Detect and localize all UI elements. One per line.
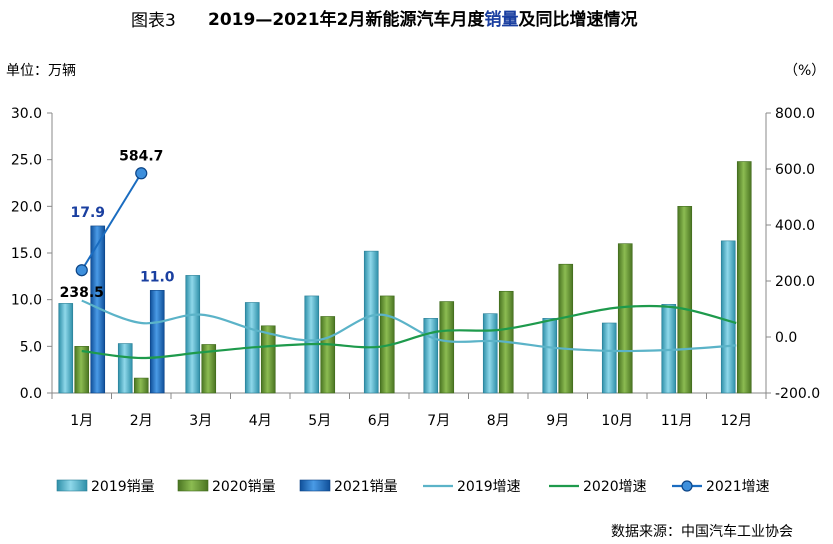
bars bbox=[58, 161, 752, 394]
legend-label-2019销量: 2019销量 bbox=[91, 479, 155, 495]
right-axis-tick-label: 0.0 bbox=[775, 330, 797, 346]
data-label-2021-growth-feb: 584.7 bbox=[119, 148, 163, 164]
x-axis-tick-label: 6月 bbox=[368, 413, 391, 429]
bar-2020销量-4月 bbox=[260, 325, 276, 394]
right-axis-tick-label: 200.0 bbox=[775, 274, 815, 290]
chart-title-part-a: 2019—2021年2月新能源汽车月度 bbox=[208, 10, 485, 30]
legend-label-2021销量: 2021销量 bbox=[334, 479, 398, 495]
x-axis-tick-label: 8月 bbox=[487, 413, 510, 429]
x-axis-tick-label: 9月 bbox=[546, 413, 569, 429]
axes: 0.0 5.0 10.0 15.0 20.0 25.0 30.0 -200.0 0.0 200.0… bbox=[11, 106, 820, 429]
line-2019增速 bbox=[81, 299, 737, 353]
legend-marker-2021增速 bbox=[681, 480, 693, 492]
legend-label-2020增速: 2020增速 bbox=[583, 479, 647, 495]
line-2020增速 bbox=[81, 304, 737, 360]
bar-2020销量-7月 bbox=[439, 301, 455, 394]
chart-title-part-b: 及同比增速情况 bbox=[518, 10, 638, 30]
data-label-2021-sales-feb: 11.0 bbox=[140, 269, 175, 285]
chart-title-highlight: 销量 bbox=[484, 10, 519, 30]
legend-swatch-2019销量 bbox=[56, 479, 88, 492]
bar-2020销量-5月 bbox=[320, 316, 336, 394]
bar-2021销量-2月 bbox=[149, 290, 165, 394]
chart-title: 2019—2021年2月新能源汽车月度销量及同比增速情况 bbox=[208, 5, 637, 30]
x-axis-tick-label: 12月 bbox=[720, 413, 752, 429]
left-axis-tick-label: 10.0 bbox=[11, 293, 42, 309]
data-label-2021-sales-jan: 17.9 bbox=[70, 205, 105, 221]
line-2021增速 bbox=[80, 172, 143, 271]
bar-2019销量-2月 bbox=[117, 343, 133, 394]
chart-figure-number: 图表3 bbox=[131, 11, 176, 31]
right-axis-tick-label: 600.0 bbox=[775, 162, 815, 178]
left-axis-tick-label: 15.0 bbox=[11, 246, 42, 262]
bar-2020销量-10月 bbox=[617, 243, 633, 394]
bar-2019销量-6月 bbox=[363, 250, 379, 394]
growth-lines bbox=[75, 167, 737, 360]
legend-label-2020销量: 2020销量 bbox=[212, 479, 276, 495]
right-axis-tick-label: -200.0 bbox=[775, 386, 820, 402]
x-axis-tick-label: 7月 bbox=[427, 413, 450, 429]
source-note: 数据来源：中国汽车工业协会 bbox=[611, 524, 793, 540]
legend-label-2019增速: 2019增速 bbox=[457, 479, 521, 495]
left-axis-unit: 单位：万辆 bbox=[6, 63, 76, 79]
legend-swatch-2020销量 bbox=[177, 479, 209, 492]
legend-label-2021增速: 2021增速 bbox=[706, 479, 770, 495]
legend: 2019销量 2020销量 2021销量 2019增速 2020增速 2021增速 bbox=[56, 479, 770, 495]
bar-2019销量-10月 bbox=[601, 322, 617, 394]
x-axis-tick-label: 11月 bbox=[661, 413, 693, 429]
x-axis-tick-label: 1月 bbox=[70, 413, 93, 429]
x-axis-tick-label: 5月 bbox=[308, 413, 331, 429]
point-2021增速-2月 bbox=[135, 167, 148, 180]
bar-2019销量-9月 bbox=[542, 318, 558, 394]
right-axis-tick-label: 400.0 bbox=[775, 218, 815, 234]
bar-2019销量-3月 bbox=[185, 275, 201, 394]
data-labels: 17.9 11.0 238.5 584.7 bbox=[60, 148, 175, 301]
x-axis-tick-label: 4月 bbox=[249, 413, 272, 429]
bar-2020销量-1月 bbox=[74, 346, 90, 394]
bar-2019销量-12月 bbox=[720, 240, 736, 394]
bar-2019销量-7月 bbox=[423, 318, 439, 394]
data-label-2021-growth-jan: 238.5 bbox=[60, 285, 104, 301]
bar-2020销量-12月 bbox=[736, 161, 752, 394]
left-axis-tick-label: 5.0 bbox=[20, 339, 42, 355]
x-axis-tick-label: 10月 bbox=[601, 413, 633, 429]
left-axis-tick-label: 20.0 bbox=[11, 199, 42, 215]
bar-2021销量-1月 bbox=[90, 225, 106, 394]
left-axis-tick-label: 0.0 bbox=[20, 386, 42, 402]
bar-2019销量-1月 bbox=[58, 303, 74, 394]
bar-2020销量-2月 bbox=[133, 377, 149, 394]
right-axis-tick-label: 800.0 bbox=[775, 106, 815, 122]
bar-2020销量-9月 bbox=[558, 263, 574, 394]
bar-2020销量-11月 bbox=[677, 206, 693, 394]
right-axis-unit: （%） bbox=[784, 63, 826, 79]
x-axis-tick-label: 2月 bbox=[130, 413, 153, 429]
left-axis-tick-label: 30.0 bbox=[11, 106, 42, 122]
bar-2020销量-3月 bbox=[201, 344, 217, 394]
point-2021增速-1月 bbox=[75, 264, 88, 277]
bar-2019销量-8月 bbox=[482, 313, 498, 394]
left-axis-tick-label: 25.0 bbox=[11, 153, 42, 169]
x-axis-tick-label: 3月 bbox=[189, 413, 212, 429]
legend-swatch-2021销量 bbox=[299, 479, 331, 492]
